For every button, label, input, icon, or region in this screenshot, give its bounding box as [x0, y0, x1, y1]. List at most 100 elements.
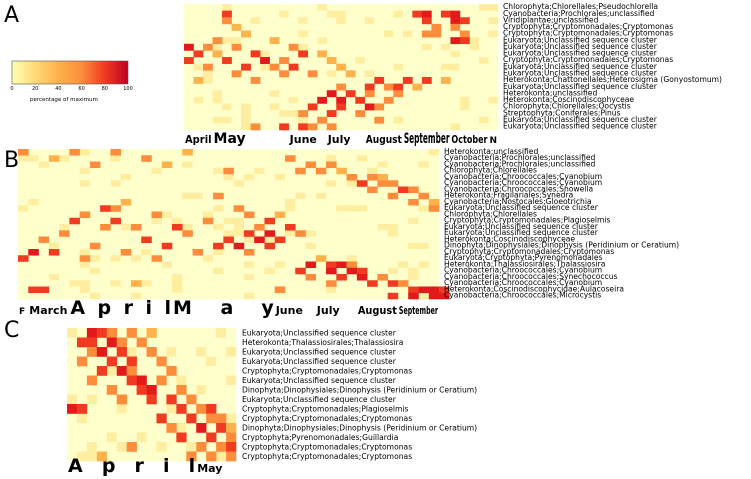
heatmap-cell [478, 37, 489, 45]
row-label: Dinophyta;Dinophysiales;Dinophysis (Peri… [242, 423, 477, 432]
heatmap-cell [18, 155, 29, 162]
heatmap-cell [48, 267, 60, 275]
heatmap-cell [213, 217, 224, 225]
heatmap-cell [254, 174, 265, 181]
heatmap-cell [345, 76, 356, 84]
heatmap-cell [182, 192, 193, 200]
heatmap-cell [374, 23, 385, 31]
heatmap-cell [212, 90, 223, 98]
heatmap-cell [295, 174, 306, 181]
heatmap-cell [431, 83, 442, 91]
heatmap-cell-hot [326, 57, 337, 64]
heatmap-cell [421, 57, 432, 64]
heatmap-cell [431, 70, 442, 78]
heatmap-cell [488, 90, 499, 98]
heatmap-cell [213, 267, 224, 275]
heatmap-cell [336, 242, 347, 250]
heatmap-cell [28, 274, 39, 281]
heatmap-cell [172, 205, 183, 212]
heatmap-cell [203, 30, 213, 38]
heatmap-cell [450, 123, 461, 131]
heatmap-cell [367, 255, 378, 262]
heatmap-cell [226, 347, 237, 357]
heatmap-cell [116, 413, 127, 424]
heatmap-cell [110, 167, 121, 175]
heatmap-cell [186, 366, 197, 376]
heatmap-cell [307, 63, 318, 71]
heatmap-cell [59, 161, 70, 169]
heatmap-cell [89, 199, 101, 206]
heatmap-cell-hot [254, 236, 265, 244]
heatmap-cell [79, 292, 91, 300]
heatmap-cell [298, 23, 308, 31]
heatmap-cell [18, 205, 29, 212]
heatmap-cell [418, 261, 430, 269]
heatmap-cell [428, 267, 440, 275]
heatmap-cell [116, 442, 127, 452]
heatmap-cell [110, 230, 121, 237]
heatmap-cell [397, 180, 409, 187]
heatmap-cell [28, 186, 39, 194]
heatmap-cell [346, 217, 358, 225]
heatmap-cell-hot [86, 328, 98, 338]
heatmap-cell [488, 4, 499, 11]
heatmap-cell [284, 149, 296, 156]
heatmap-cell [213, 149, 224, 156]
heatmap-cell [222, 43, 232, 51]
heatmap-cell [377, 249, 388, 256]
heatmap-cell [367, 155, 378, 162]
heatmap-cell [213, 186, 224, 194]
heatmap-cell-hot [356, 267, 368, 275]
heatmap-cell [146, 356, 157, 367]
heatmap-cell [96, 337, 108, 348]
heatmap-cell [387, 167, 399, 175]
heatmap-cell-hot [364, 83, 375, 91]
heatmap-cell [161, 167, 173, 175]
row-label: Heterokonta;Coscinodiscophyceae [503, 95, 634, 104]
heatmap-cell [478, 83, 489, 91]
heatmap-cell [216, 394, 227, 405]
heatmap-cell [288, 4, 299, 11]
heatmap-cell [307, 96, 318, 104]
heatmap-cell [67, 432, 78, 443]
heatmap-cell [315, 217, 327, 225]
heatmap-cell-hot [146, 347, 157, 357]
heatmap-cell [193, 123, 204, 131]
heatmap-cell [317, 43, 328, 51]
heatmap-cell [478, 23, 489, 31]
heatmap-cell [315, 155, 327, 162]
heatmap-cell [38, 292, 50, 300]
heatmap-cell [336, 110, 347, 118]
heatmap-cell [298, 30, 308, 38]
heatmap-cell [151, 267, 163, 275]
heatmap-cell [250, 17, 261, 25]
heatmap-cell [428, 261, 440, 269]
heatmap-cell [213, 224, 224, 231]
heatmap-cell [89, 155, 101, 162]
panel-label-a: A [4, 3, 19, 28]
heatmap-cell-hot [307, 123, 318, 131]
heatmap-cell [459, 76, 470, 84]
month-label: July [327, 133, 351, 146]
heatmap-cell [418, 211, 430, 219]
heatmap-cell-hot [418, 192, 430, 200]
heatmap-cell [307, 57, 318, 64]
heatmap-cell [459, 123, 470, 131]
heatmap-cell [431, 103, 442, 111]
heatmap-cell [397, 211, 409, 219]
heatmap-cell [48, 192, 60, 200]
heatmap-cell-hot [161, 161, 173, 169]
heatmap-cell [202, 224, 214, 231]
heatmap-cell [192, 286, 204, 294]
heatmap-cell [274, 230, 286, 237]
legend-title: percentage of maximum [30, 97, 98, 103]
heatmap-cell [79, 149, 91, 156]
heatmap-cell-hot [383, 83, 394, 91]
heatmap-cell [193, 96, 204, 104]
heatmap-cell [161, 280, 173, 287]
heatmap-cell [86, 366, 98, 376]
heatmap-cell [231, 116, 242, 124]
heatmap-cell [151, 174, 163, 181]
heatmap-cell [269, 30, 280, 38]
heatmap-cell [412, 57, 423, 64]
